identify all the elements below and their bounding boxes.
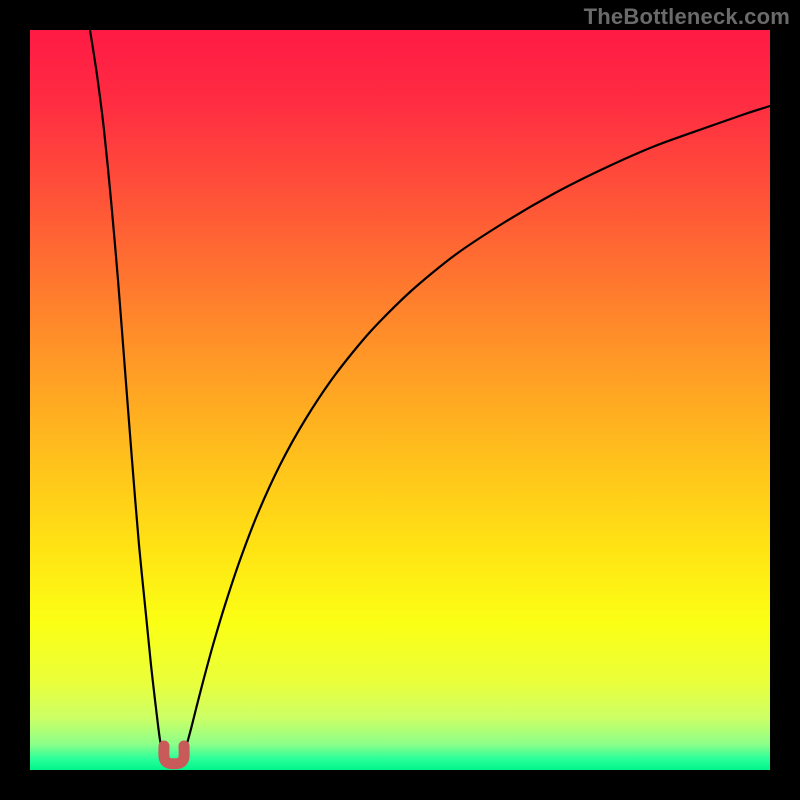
watermark-label: TheBottleneck.com (584, 4, 790, 30)
chart-svg (0, 0, 800, 800)
chart-container: TheBottleneck.com (0, 0, 800, 800)
plot-background (30, 30, 770, 770)
